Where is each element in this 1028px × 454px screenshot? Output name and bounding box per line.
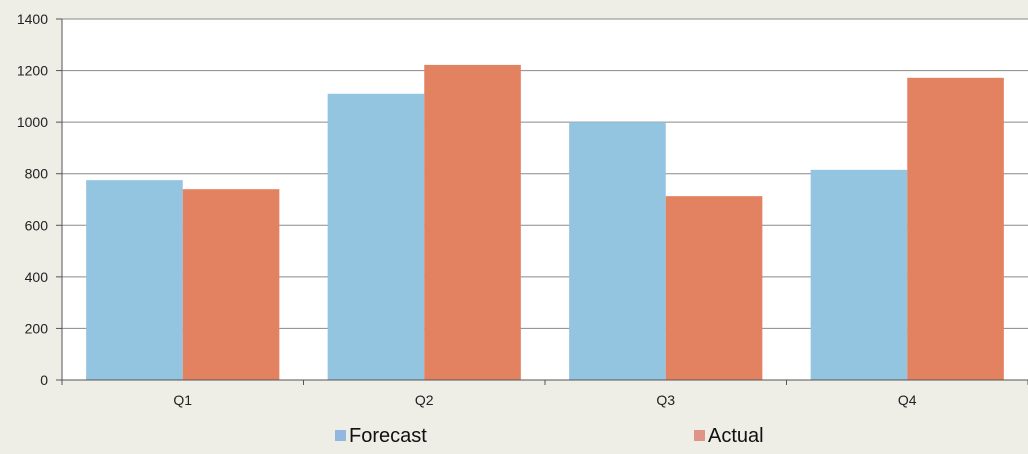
x-tick-label: Q4 (898, 392, 917, 408)
y-tick-label: 1000 (17, 114, 48, 130)
y-tick-label: 1200 (17, 63, 48, 79)
bar-forecast-q3 (569, 122, 666, 381)
bar-actual-q2 (424, 64, 521, 381)
legend-label-actual: Actual (708, 425, 764, 447)
x-tick-label: Q2 (415, 392, 434, 408)
bar-actual-q4 (907, 77, 1004, 380)
axes: 0 200 400 600 800 1000 1200 1400 Q1 Q2 Q3 Q4 (17, 11, 1028, 408)
x-tick-label: Q3 (656, 392, 675, 408)
y-tick-label: 1400 (17, 11, 48, 27)
y-tick-label: 200 (25, 320, 49, 336)
bar-forecast-q1 (86, 180, 183, 380)
bar-actual-q3 (665, 196, 763, 380)
y-tick-label: 0 (40, 372, 48, 388)
y-tick-label: 400 (25, 269, 49, 285)
bars (86, 64, 1004, 381)
y-tick-label: 600 (25, 217, 49, 233)
legend-label-forecast: Forecast (349, 425, 427, 447)
bar-forecast-q2 (327, 93, 425, 381)
legend-swatch-actual (694, 430, 705, 441)
x-tick-label: Q1 (173, 392, 192, 408)
legend-swatch-forecast (335, 430, 346, 441)
legend: Forecast Actual (335, 425, 764, 447)
bar-forecast-q4 (810, 169, 908, 380)
bar-actual-q1 (182, 189, 280, 380)
y-tick-label: 800 (25, 166, 49, 182)
